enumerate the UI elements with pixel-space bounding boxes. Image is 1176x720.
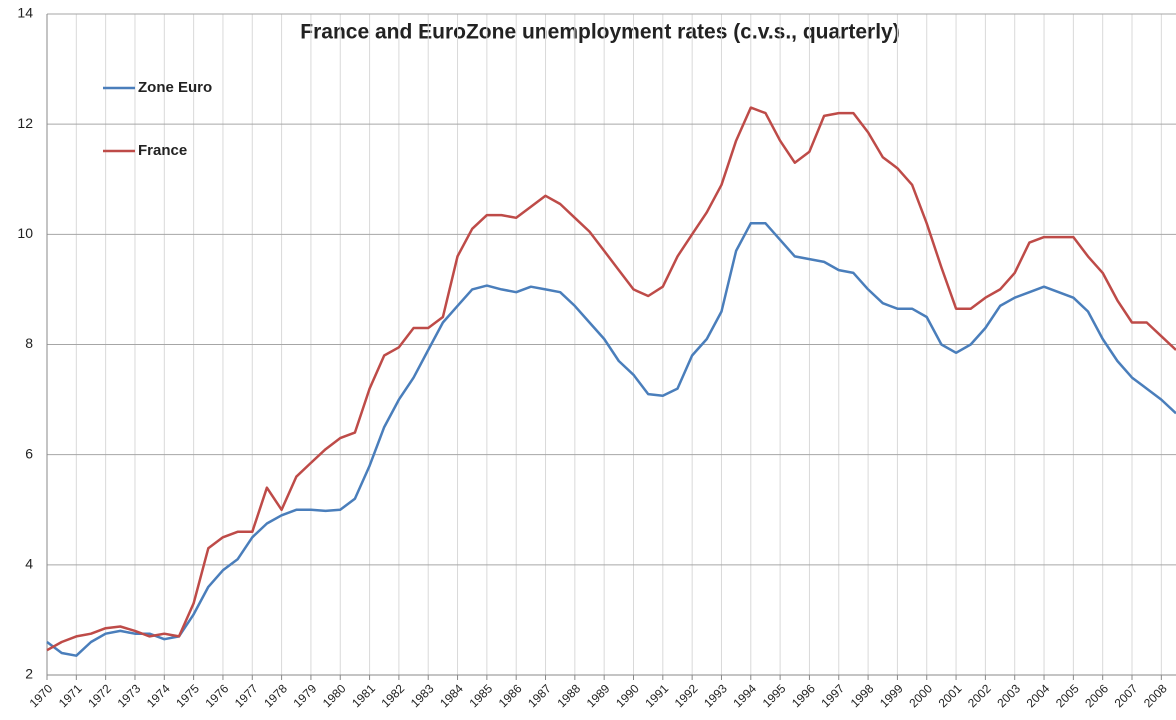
x-tick-label: 1970 xyxy=(27,681,56,710)
x-tick-label: 1994 xyxy=(730,681,759,710)
x-tick-label: 1980 xyxy=(320,681,349,710)
y-tick-label: 4 xyxy=(25,556,33,572)
x-tick-label: 1993 xyxy=(701,681,730,710)
x-tick-label: 1975 xyxy=(173,681,202,710)
x-tick-label: 2007 xyxy=(1112,681,1141,710)
x-tick-label: 1992 xyxy=(672,681,701,710)
series-line xyxy=(46,106,1176,652)
x-tick-label: 2005 xyxy=(1053,681,1082,710)
x-tick-label: 1991 xyxy=(642,681,671,710)
x-tick-label: 1974 xyxy=(144,681,173,710)
x-tick-label: 1976 xyxy=(203,681,232,710)
x-tick-label: 1995 xyxy=(760,681,789,710)
x-tick-label: 1998 xyxy=(848,681,877,710)
x-tick-label: 1987 xyxy=(525,681,554,710)
x-tick-label: 1984 xyxy=(437,681,466,710)
chart-title: France and EuroZone unemployment rates (… xyxy=(300,21,899,44)
x-tick-label: 1989 xyxy=(584,681,613,710)
x-tick-label: 2004 xyxy=(1024,681,1053,710)
x-tick-label: 2003 xyxy=(994,681,1023,710)
x-tick-label: 1971 xyxy=(56,681,85,710)
x-tick-label: 1983 xyxy=(408,681,437,710)
x-tick-label: 1990 xyxy=(613,681,642,710)
x-tick-label: 2002 xyxy=(965,681,994,710)
x-tick-label: 1999 xyxy=(877,681,906,710)
y-tick-label: 2 xyxy=(25,666,33,682)
y-tick-label: 12 xyxy=(17,115,33,131)
legend-label: France xyxy=(138,142,187,159)
x-tick-label: 1972 xyxy=(85,681,114,710)
x-tick-label: 1978 xyxy=(261,681,290,710)
x-tick-label: 1997 xyxy=(818,681,847,710)
x-tick-label: 2001 xyxy=(936,681,965,710)
x-tick-label: 2008 xyxy=(1141,681,1170,710)
y-tick-label: 8 xyxy=(25,335,33,351)
legend-label: Zone Euro xyxy=(138,79,212,96)
x-tick-label: 2000 xyxy=(906,681,935,710)
x-tick-label: 1981 xyxy=(349,681,378,710)
x-tick-label: 1986 xyxy=(496,681,525,710)
x-tick-label: 1973 xyxy=(115,681,144,710)
x-tick-label: 1985 xyxy=(466,681,495,710)
x-tick-label: 1982 xyxy=(378,681,407,710)
y-tick-label: 14 xyxy=(17,5,33,21)
x-tick-label: 1979 xyxy=(291,681,320,710)
x-tick-label: 1988 xyxy=(554,681,583,710)
x-tick-label: 1996 xyxy=(789,681,818,710)
x-tick-label: 2006 xyxy=(1082,681,1111,710)
series-line xyxy=(46,222,1176,657)
y-tick-label: 10 xyxy=(17,225,33,241)
y-tick-label: 6 xyxy=(25,445,33,461)
x-tick-label: 1977 xyxy=(232,681,261,710)
